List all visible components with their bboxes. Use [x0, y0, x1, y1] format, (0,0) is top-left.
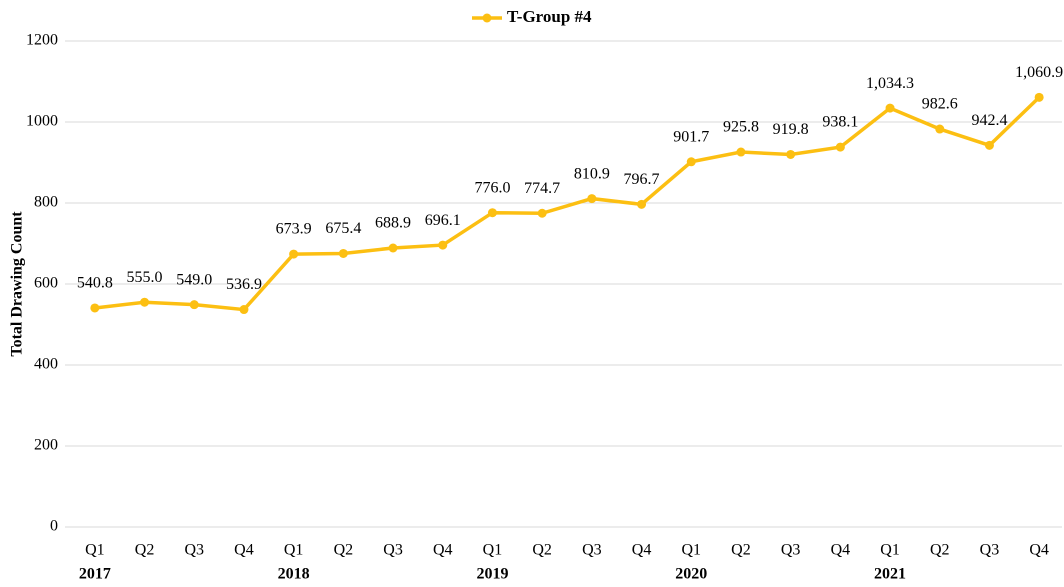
data-label: 810.9 [574, 165, 610, 182]
data-label: 555.0 [127, 269, 163, 286]
data-label: 774.7 [524, 180, 560, 197]
y-tick-label: 0 [50, 518, 58, 535]
point [984, 140, 994, 150]
data-label: 536.9 [226, 276, 262, 293]
x-tick-label: Q1 [880, 542, 900, 559]
x-tick-label: Q4 [831, 542, 851, 559]
point [537, 208, 547, 218]
data-label: 696.1 [425, 212, 461, 229]
year-label: 2017 [79, 566, 111, 583]
legend-marker [482, 13, 492, 23]
x-tick-label: Q4 [632, 542, 652, 559]
x-tick-label: Q1 [681, 542, 701, 559]
point [289, 249, 299, 259]
y-tick-label: 400 [34, 356, 58, 373]
point [1034, 92, 1044, 102]
y-axis-title: Total Drawing Count [9, 211, 26, 357]
data-label: 919.8 [773, 121, 809, 138]
x-tick-label: Q4 [433, 542, 453, 559]
data-label: 673.9 [276, 221, 312, 238]
point [438, 240, 448, 250]
x-tick-label: Q1 [284, 542, 304, 559]
point [189, 300, 199, 310]
y-tick-label: 600 [34, 275, 58, 292]
data-label: 688.9 [375, 215, 411, 232]
point [686, 157, 696, 167]
data-label: 982.6 [922, 96, 958, 113]
x-tick-label: Q1 [483, 542, 503, 559]
point [140, 297, 150, 307]
x-tick-label: Q2 [334, 542, 354, 559]
data-label: 796.7 [624, 171, 660, 188]
point [388, 243, 398, 253]
point [935, 124, 945, 134]
x-tick-label: Q2 [532, 542, 552, 559]
x-tick-label: Q3 [582, 542, 602, 559]
x-tick-label: Q3 [184, 542, 204, 559]
x-tick-label: Q3 [781, 542, 801, 559]
y-tick-label: 1000 [26, 113, 58, 130]
point [637, 199, 647, 209]
data-label: 925.8 [723, 119, 759, 136]
y-tick-label: 200 [34, 437, 58, 454]
point [835, 142, 845, 152]
point [786, 149, 796, 159]
series-line [94, 96, 1041, 312]
data-label: 549.0 [176, 271, 212, 288]
year-label: 2021 [874, 566, 906, 583]
x-tick-label: Q1 [85, 542, 105, 559]
y-tick-label: 1200 [26, 32, 58, 49]
data-label: 776.0 [474, 179, 510, 196]
data-label: 1,060.9 [1015, 64, 1063, 81]
year-label: 2019 [476, 566, 508, 583]
year-label: 2020 [675, 566, 707, 583]
data-label: 901.7 [673, 128, 709, 145]
point [239, 305, 249, 315]
data-label: 938.1 [822, 114, 858, 131]
point [587, 194, 597, 204]
data-label: 540.8 [77, 275, 113, 292]
data-label: 675.4 [325, 220, 361, 237]
x-tick-label: Q2 [930, 542, 950, 559]
y-tick-label: 800 [34, 194, 58, 211]
x-tick-label: Q3 [980, 542, 1000, 559]
x-tick-label: Q4 [234, 542, 254, 559]
x-tick-label: Q4 [1029, 542, 1049, 559]
point [338, 248, 348, 258]
point [487, 208, 497, 218]
x-tick-label: Q3 [383, 542, 403, 559]
legend-label: T-Group #4 [507, 7, 592, 26]
point [736, 147, 746, 157]
x-tick-label: Q2 [135, 542, 155, 559]
data-label: 942.4 [971, 112, 1007, 129]
year-label: 2018 [278, 566, 310, 583]
data-label: 1,034.3 [866, 75, 914, 92]
point [90, 303, 100, 313]
point [885, 103, 895, 113]
x-tick-label: Q2 [731, 542, 751, 559]
